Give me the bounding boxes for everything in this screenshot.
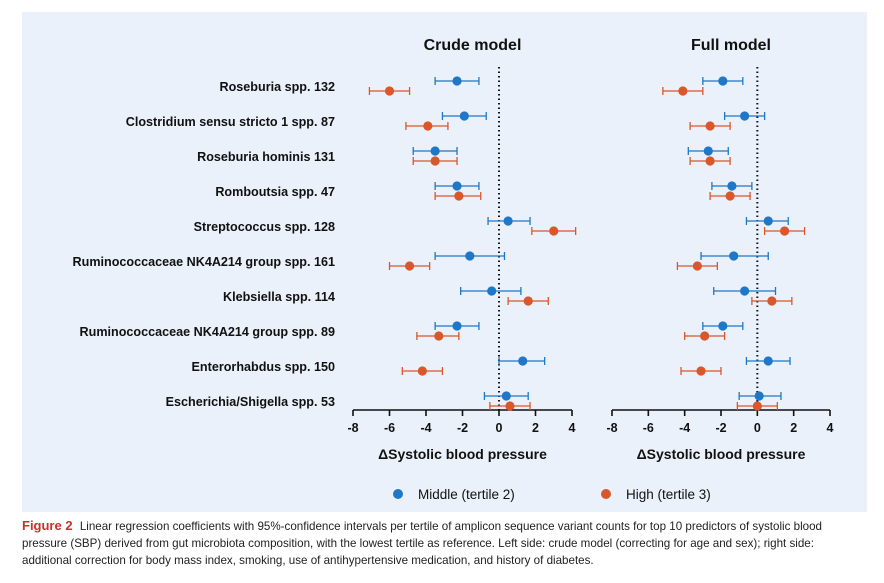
point-high xyxy=(779,226,790,236)
point-high xyxy=(423,121,433,131)
x-tick-label: -6 xyxy=(384,421,395,435)
caption-figure-label: Figure 2 xyxy=(22,518,73,533)
category-label: Ruminococcaceae NK4A214 group spp. 89 xyxy=(80,325,335,339)
point-high xyxy=(678,86,688,96)
point-high xyxy=(752,401,762,411)
point-high xyxy=(549,226,559,236)
point-middle xyxy=(754,391,764,401)
category-labels: Roseburia spp. 132 Clostridium sensu stri… xyxy=(73,80,335,409)
point-middle xyxy=(763,356,773,366)
category-label: Ruminococcaceae NK4A214 group spp. 161 xyxy=(73,255,335,269)
point-high xyxy=(700,331,710,341)
category-label: Enterorhabdus spp. 150 xyxy=(192,360,335,374)
x-tick-label: -4 xyxy=(420,421,431,435)
x-axis-label: ΔSystolic blood pressure xyxy=(378,446,547,462)
point-high xyxy=(384,86,395,96)
point-middle xyxy=(465,251,475,261)
caption-background xyxy=(22,512,867,578)
panel-title: Full model xyxy=(691,37,771,54)
x-tick-label: 2 xyxy=(532,421,539,435)
category-label: Klebsiella spp. 114 xyxy=(223,290,335,304)
category-label: Roseburia hominis 131 xyxy=(197,150,335,164)
x-axis-label: ΔSystolic blood pressure xyxy=(637,446,806,462)
point-middle xyxy=(518,356,528,366)
point-middle xyxy=(452,321,462,331)
panel-title: Crude model xyxy=(424,37,522,54)
legend-high-marker xyxy=(601,489,611,499)
chart-panel-background xyxy=(22,12,867,512)
x-tick-label: 4 xyxy=(827,421,834,435)
point-middle xyxy=(430,146,440,156)
point-high xyxy=(454,191,464,201)
point-middle xyxy=(503,216,513,226)
full-model-panel: Full model -8 -6 -4 -2 0 2 4 ΔSystolic blood pre… xyxy=(606,37,833,462)
point-high xyxy=(404,261,415,271)
x-tick-label: -8 xyxy=(347,421,358,435)
point-middle xyxy=(740,286,750,296)
x-tick-label: -2 xyxy=(715,421,726,435)
point-middle xyxy=(727,181,737,191)
x-tick-label: 0 xyxy=(754,421,761,435)
point-high xyxy=(430,156,440,166)
point-high xyxy=(417,366,427,376)
point-high xyxy=(767,296,777,306)
point-middle xyxy=(459,111,469,121)
legend-high-label: High (tertile 3) xyxy=(626,487,711,502)
legend-middle-marker xyxy=(393,489,403,499)
point-middle xyxy=(729,251,739,261)
point-middle xyxy=(718,321,728,331)
x-tick-label: 2 xyxy=(790,421,797,435)
point-middle xyxy=(718,76,728,86)
point-middle xyxy=(740,111,750,121)
point-high xyxy=(705,121,715,131)
point-high xyxy=(696,366,706,376)
category-label: Romboutsia spp. 47 xyxy=(215,185,335,199)
x-tick-label: 0 xyxy=(496,421,503,435)
point-middle xyxy=(763,216,773,226)
caption-text: Linear regression coefficients with 95%-… xyxy=(22,520,822,567)
point-high xyxy=(505,401,515,411)
category-label: Roseburia spp. 132 xyxy=(220,80,335,94)
point-middle xyxy=(487,286,497,296)
x-tick-label: -8 xyxy=(606,421,617,435)
point-middle xyxy=(452,76,462,86)
point-high xyxy=(523,296,533,306)
figure-caption: Figure 2 Linear regression coefficients … xyxy=(22,517,864,569)
category-label: Clostridium sensu stricto 1 spp. 87 xyxy=(126,115,335,129)
point-middle xyxy=(703,146,713,156)
x-tick-label: -4 xyxy=(679,421,690,435)
point-middle xyxy=(501,391,511,401)
crude-model-panel: Crude model -8 -6 -4 -2 0 2 4 ΔSystolic blood pr… xyxy=(347,37,577,462)
legend-middle-label: Middle (tertile 2) xyxy=(418,487,515,502)
x-tick-label: -6 xyxy=(643,421,654,435)
point-high xyxy=(434,331,444,341)
point-high xyxy=(705,156,715,166)
point-high xyxy=(692,261,702,271)
legend: Middle (tertile 2) High (tertile 3) xyxy=(393,487,711,502)
category-label: Streptococcus spp. 128 xyxy=(194,220,335,234)
point-middle xyxy=(452,181,462,191)
x-tick-label: 4 xyxy=(569,421,576,435)
category-label: Escherichia/Shigella spp. 53 xyxy=(166,395,335,409)
point-high xyxy=(725,191,735,201)
x-tick-label: -2 xyxy=(457,421,468,435)
